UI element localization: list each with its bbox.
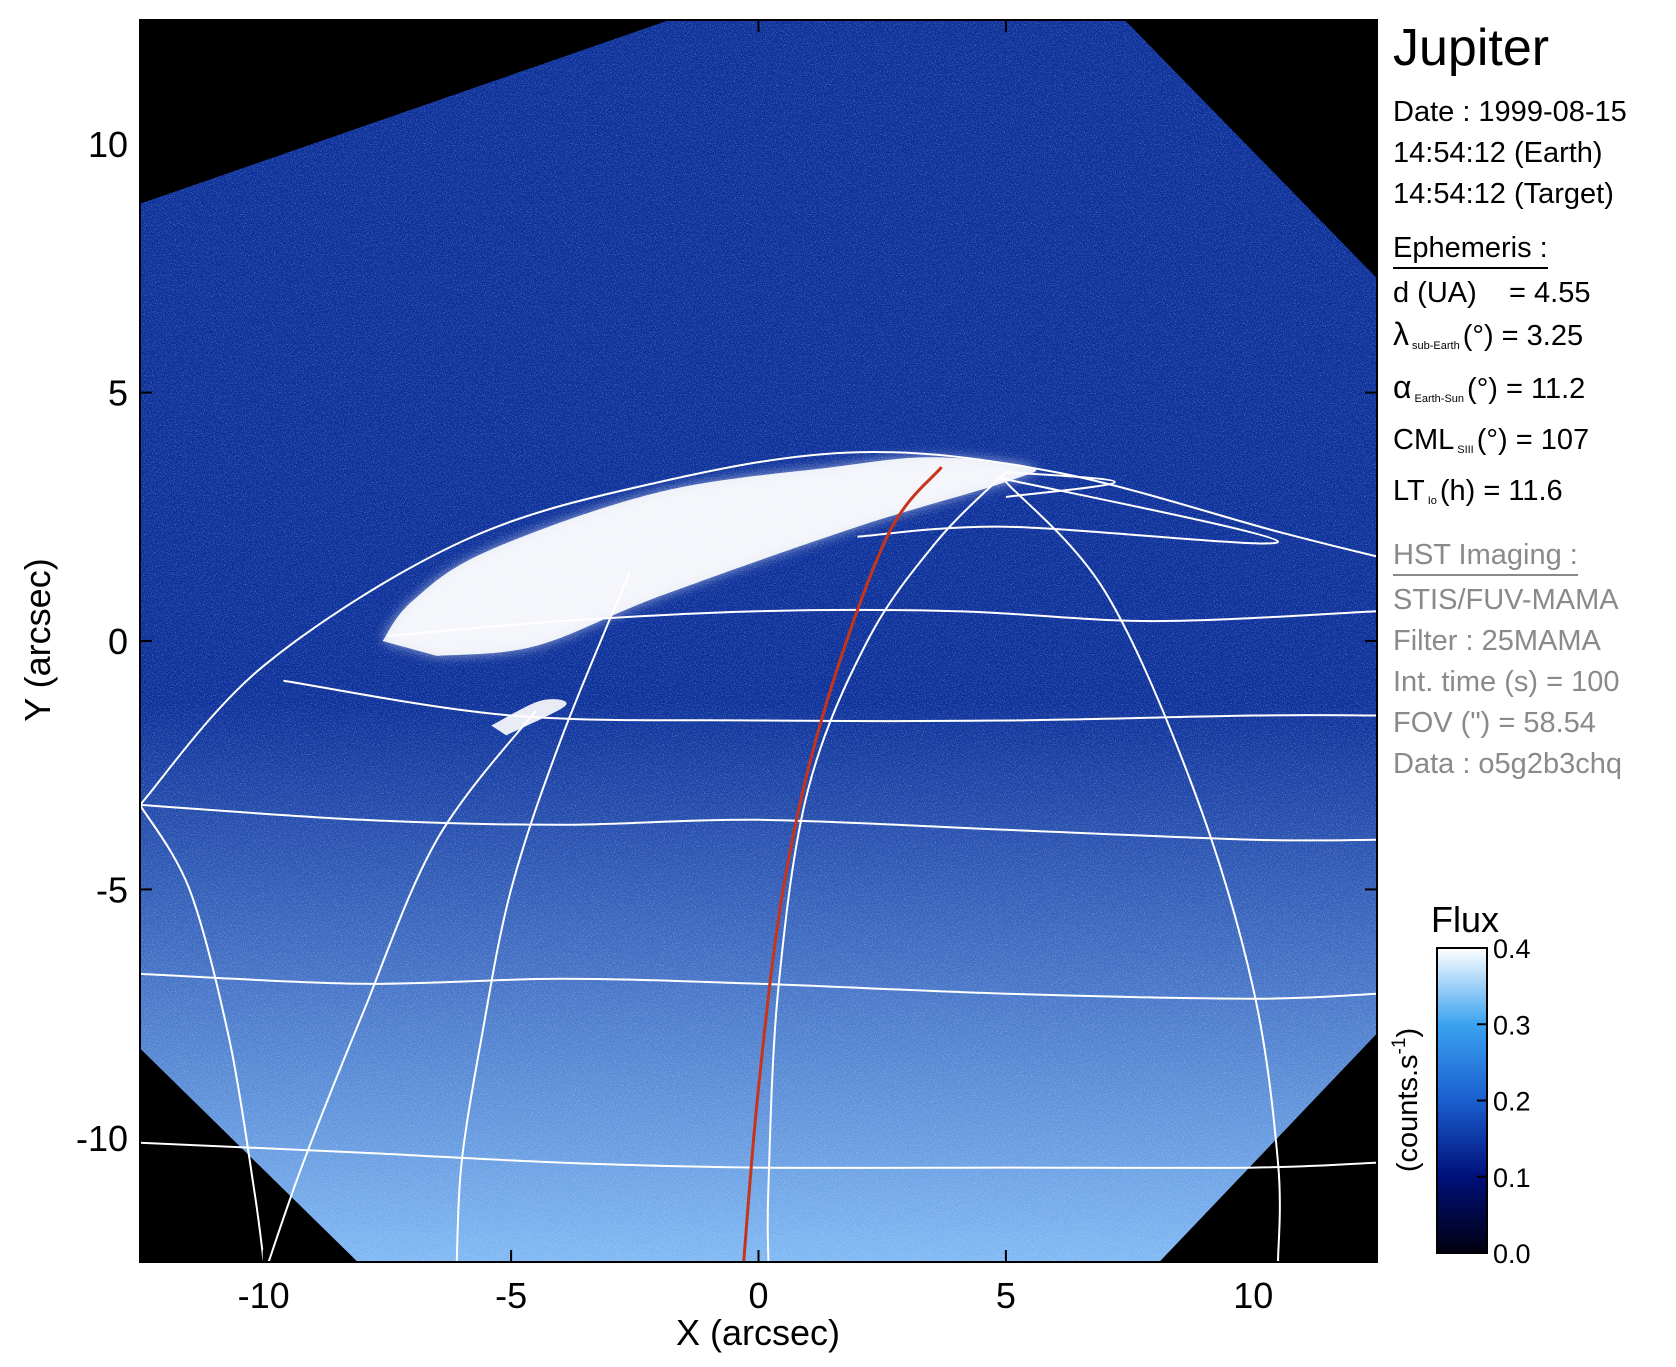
x-axis-ticks: -10 -5 0 5 10 [238,20,1273,1316]
colorbar-tick-label: 0.4 [1493,934,1531,964]
target-title: Jupiter [1393,19,1550,77]
y-tick-label: 5 [108,373,128,414]
longitude-line [140,804,265,1262]
ephemeris-phase-angle: α Earth-Sun (°) = 11.2 [1393,367,1673,420]
latitude-line [283,679,1377,723]
lt-label: LT [1393,475,1425,507]
lt-value: (h) = 11.6 [1439,475,1563,507]
colorbar-tick-label: 0.3 [1493,1010,1531,1040]
data-id: Data : o5g2b3chq [1393,748,1622,780]
field-of-view: FOV (") = 58.54 [1393,707,1596,739]
cml-value: (°) = 107 [1476,424,1590,456]
alpha-subscript: Earth-Sun [1414,393,1465,405]
alpha-value: (°) = 11.2 [1467,373,1586,405]
x-tick-label: 5 [996,1275,1016,1316]
latitude-longitude-grid [140,451,1377,1262]
ephemeris-distance: d (UA) = 4.55 [1393,273,1673,314]
integration-time: Int. time (s) = 100 [1393,666,1620,698]
ephemeris-io-local-time: LT Io (h) = 11.6 [1393,471,1673,522]
colorbar-tick-label: 0.2 [1493,1087,1531,1117]
distance-value: = 4.55 [1509,277,1591,309]
latitude-line [140,803,1377,842]
lambda-value: (°) = 3.25 [1462,320,1584,352]
cml-label: CML [1393,424,1455,456]
colorbar-tick-label: 0.1 [1493,1163,1531,1193]
colorbar: Flux 0.0 0.1 0.2 0.3 0.4 (counts.s-1) [1389,899,1531,1269]
longitude-line [766,471,1007,1262]
colorbar-tick-label: 0.0 [1493,1239,1531,1269]
lambda-subscript: sub-Earth [1412,340,1460,352]
y-axis-ticks: -10 -5 0 5 10 [76,124,1377,1159]
auroral-oval [382,457,1037,656]
hst-imaging-header: HST Imaging : [1393,536,1578,576]
cml-subscript: SIII [1457,444,1474,456]
plot-area [140,20,1377,1262]
latitude-line [140,1141,1377,1169]
longitude-line [455,571,631,1262]
y-tick-label: -5 [96,869,128,910]
alpha-symbol: α [1393,369,1412,405]
ephemeris-cml: CML SIII (°) = 107 [1393,420,1673,471]
colorbar-unit-label: (counts.s-1) [1389,1028,1424,1172]
instrument: STIS/FUV-MAMA [1393,584,1619,616]
detector-noise-texture [140,20,1377,1262]
info-panel: Jupiter Date : 1999-08-15 14:54:12 (Eart… [1393,18,1673,785]
ephemeris-sub-earth-latitude: λ sub-Earth (°) = 3.25 [1393,314,1673,367]
y-tick-label: 10 [88,124,128,165]
distance-label: d (UA) [1393,277,1477,309]
latitude-line [140,972,1377,1000]
x-tick-label: 0 [748,1275,768,1316]
y-tick-label: 0 [108,621,128,662]
x-tick-label: 10 [1233,1275,1273,1316]
latitude-line [387,608,1377,637]
x-tick-label: -10 [238,1275,290,1316]
time-earth: 14:54:12 (Earth) [1393,137,1603,169]
ephemeris-header: Ephemeris : [1393,229,1548,269]
x-axis-title: X (arcsec) [676,1312,840,1353]
observation-date: Date : 1999-08-15 [1393,96,1627,128]
longitude-line [267,709,537,1262]
latitude-line [857,476,1280,545]
central-meridian-line [742,466,943,1262]
x-tick-label: -5 [495,1275,527,1316]
colorbar-title: Flux [1431,899,1499,940]
time-target: 14:54:12 (Target) [1393,178,1614,210]
latitude-line [1005,471,1116,498]
y-tick-label: -10 [76,1118,128,1159]
y-axis-title: Y (arcsec) [17,558,58,721]
colorbar-ticks: 0.0 0.1 0.2 0.3 0.4 [1477,934,1531,1269]
lt-subscript: Io [1427,495,1437,507]
filter: Filter : 25MAMA [1393,625,1601,657]
lambda-symbol: λ [1393,316,1409,352]
longitude-line [1005,481,1281,1262]
latitude-line [140,451,1377,806]
